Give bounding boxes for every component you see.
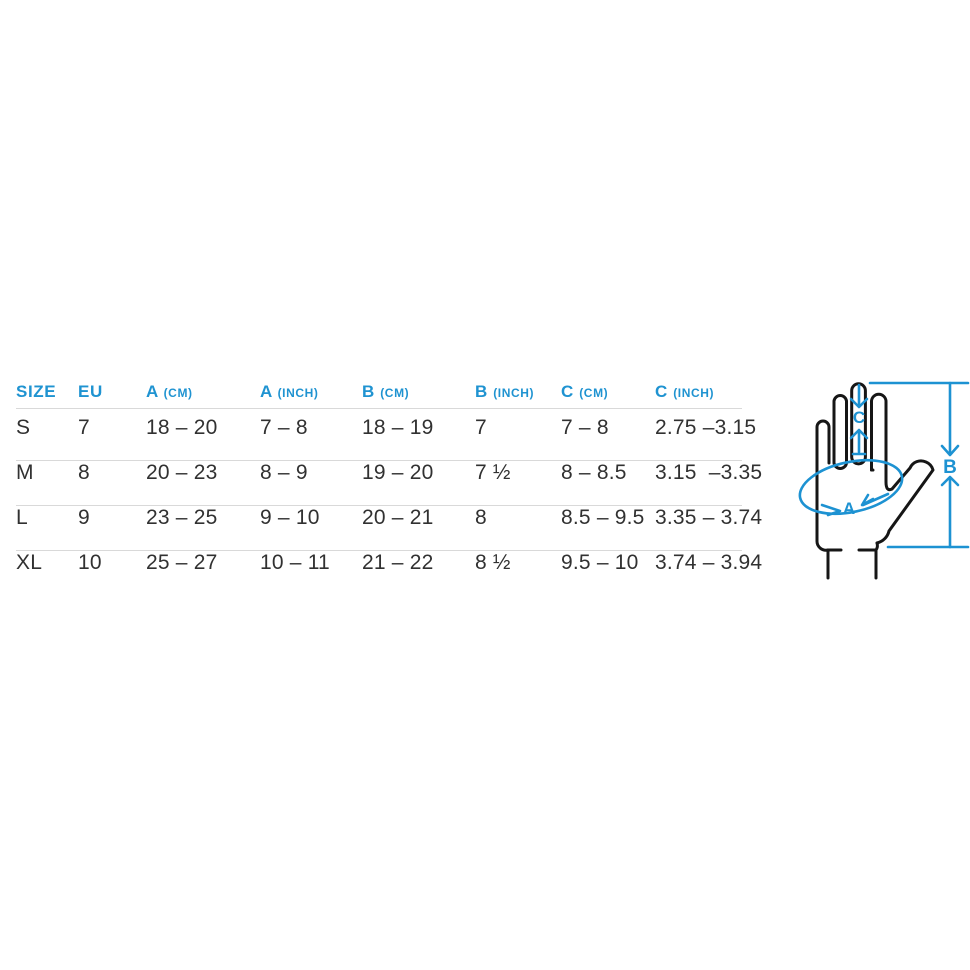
svg-text:C: C bbox=[853, 408, 865, 427]
svg-text:B: B bbox=[943, 457, 957, 478]
svg-text:A: A bbox=[843, 499, 855, 518]
